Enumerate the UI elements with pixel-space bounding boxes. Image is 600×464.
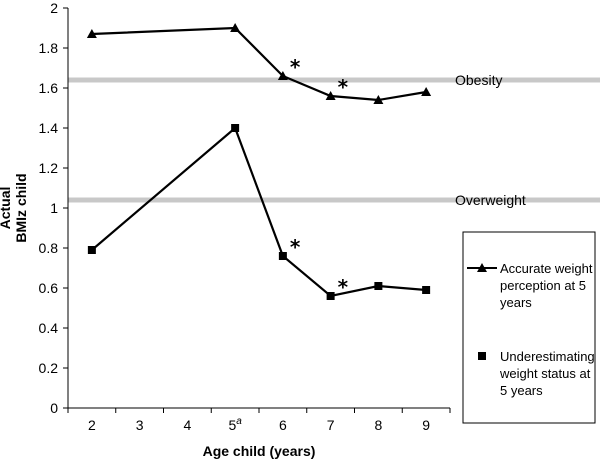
data-point [277, 71, 288, 80]
x-axis-title: Age child (years) [203, 443, 316, 459]
legend-label: years [500, 295, 532, 310]
legend: Accurate weight perception at 5 years Under… [462, 231, 596, 424]
y-tick-label: 0.8 [39, 240, 59, 256]
x-tick-label: 2 [88, 417, 96, 433]
data-point [421, 87, 432, 96]
significance-marker: * [290, 235, 301, 259]
significance-marker: * [338, 75, 349, 99]
data-point [373, 95, 384, 104]
x-tick-labels: 2 3 4 5a 6 7 8 9 [67, 408, 451, 433]
y-tick-label: 2 [50, 0, 58, 16]
axes-layer [67, 8, 450, 409]
y-tick-label: 1.6 [39, 80, 59, 96]
data-point [278, 252, 287, 260]
reference-label-overweight: Overweight [455, 192, 526, 208]
y-tick-label: 0.6 [39, 280, 59, 296]
y-tick-labels: 0 0.2 0.4 0.6 0.8 1 1.2 1.4 1.6 1.8 2 [39, 0, 68, 416]
y-tick-label: 1 [50, 200, 58, 216]
y-tick-label: 0.2 [39, 360, 59, 376]
y-axis-title-line-1: Actual [0, 187, 13, 230]
legend-label: perception at 5 [500, 278, 586, 293]
legend-label: Accurate weight [500, 261, 593, 276]
data-point [374, 282, 383, 290]
y-tick-label: 1.4 [39, 120, 59, 136]
x-tick-label: 5a [228, 416, 242, 433]
data-point [326, 292, 335, 300]
x-tick-label: 4 [183, 417, 191, 433]
y-tick-label: 0 [50, 400, 58, 416]
data-point [87, 246, 96, 254]
y-axis-title-line-2: BMIz child [13, 173, 29, 242]
legend-label: 5 years [500, 383, 543, 398]
legend-box [462, 231, 596, 424]
data-point [86, 29, 97, 38]
x-tick-superscript: a [236, 416, 242, 427]
reference-label-obesity: Obesity [455, 72, 502, 88]
series-1: ** [86, 23, 432, 104]
x-tick-label: 3 [136, 417, 144, 433]
series-2: ** [87, 124, 431, 300]
significance-marker: * [338, 275, 349, 299]
y-axis-title: Actual BMIz child [0, 173, 29, 242]
series-layer: **** [86, 23, 432, 300]
legend-label: Underestimating [500, 349, 595, 364]
legend-swatch-marker [478, 352, 486, 360]
legend-swatch-marker [477, 263, 487, 272]
reference-lines-layer: Obesity Overweight [68, 72, 600, 208]
data-point [230, 23, 241, 32]
series-line [91, 126, 427, 298]
y-tick-label: 1.8 [39, 40, 59, 56]
y-tick-label: 1.2 [39, 160, 59, 176]
x-tick-label: 6 [279, 417, 287, 433]
x-tick-label: 9 [422, 417, 430, 433]
data-point [422, 286, 431, 294]
data-point [325, 91, 336, 100]
series-line [91, 26, 427, 102]
legend-label: weight status at [499, 366, 591, 381]
y-tick-label: 0.4 [39, 320, 59, 336]
x-tick-label: 7 [327, 417, 335, 433]
data-point [231, 124, 240, 132]
x-tick-label: 8 [374, 417, 382, 433]
significance-marker: * [290, 55, 301, 79]
